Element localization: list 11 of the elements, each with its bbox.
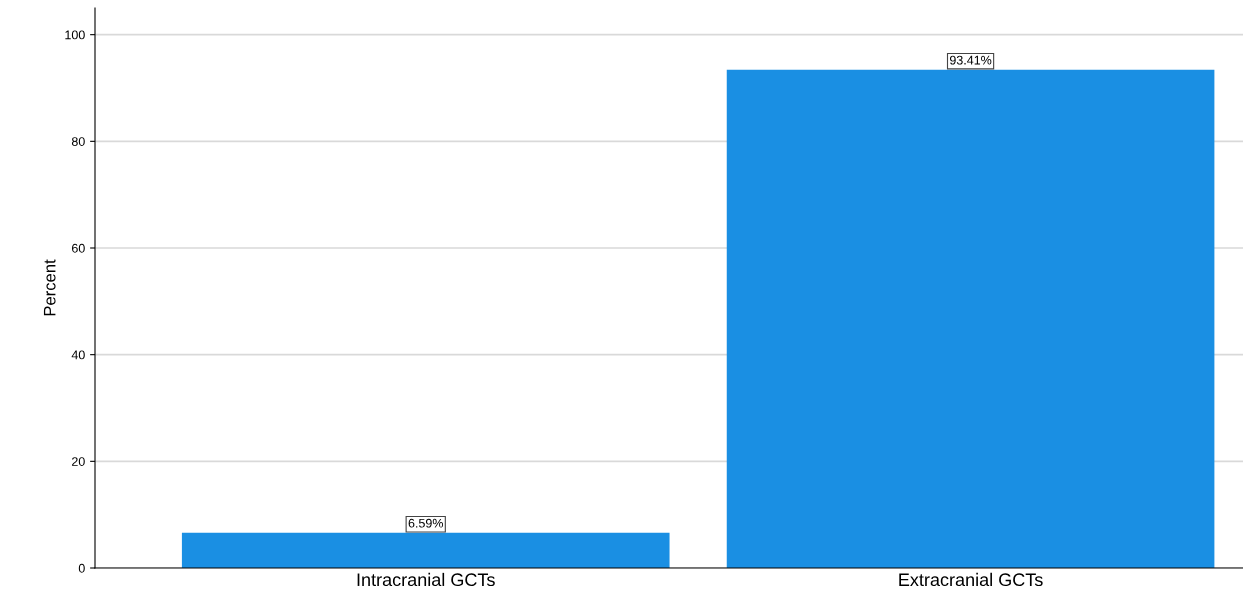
- y-tick-label: 80: [71, 137, 85, 146]
- y-axis-title: Percent: [43, 259, 56, 316]
- y-tick-label: 0: [78, 563, 85, 573]
- data-label: 6.59%: [408, 518, 443, 528]
- y-tick-label: 20: [72, 457, 85, 466]
- x-tick-label: Intracranial GCTs: [357, 572, 495, 587]
- data-label: 93.41%: [949, 55, 992, 65]
- y-tick-label: 100: [65, 30, 85, 40]
- y-tick-label: 60: [72, 243, 85, 253]
- x-tick-label: Extracranial GCTs: [899, 572, 1043, 587]
- y-tick-label: 40: [71, 350, 85, 360]
